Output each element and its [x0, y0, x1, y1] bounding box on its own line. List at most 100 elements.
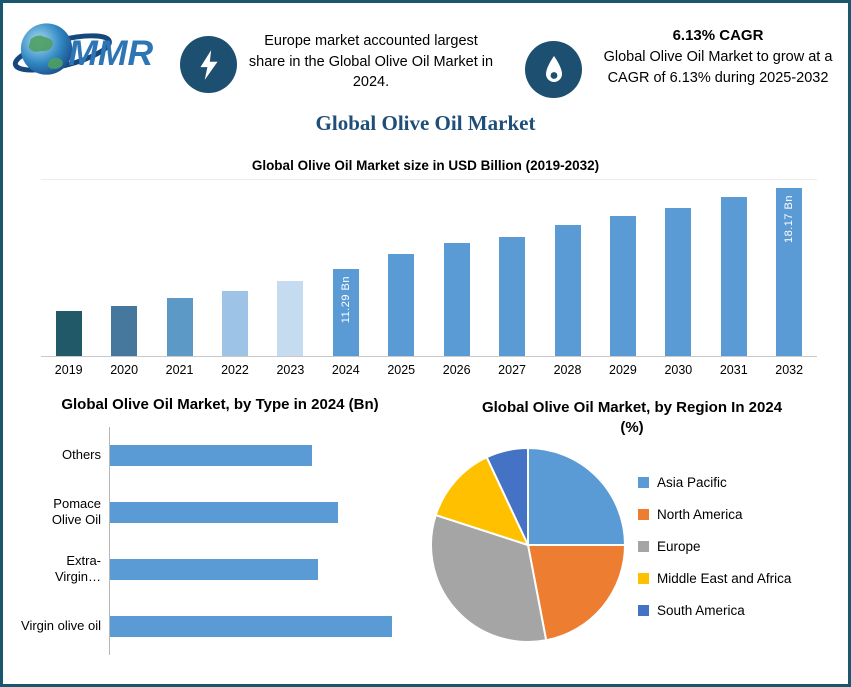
x-axis-label-2022: 2022	[221, 363, 249, 377]
legend-label: Europe	[657, 539, 701, 554]
x-axis-label-2023: 2023	[276, 363, 305, 377]
cagr-value: 6.13% CAGR	[672, 27, 764, 44]
x-axis-label-2032: 2032	[775, 363, 804, 377]
mmr-logo-graphic: MMR	[12, 23, 153, 75]
bar-2023	[277, 281, 304, 356]
bar-2029	[609, 216, 636, 356]
pie-slice-asia-pacific	[527, 447, 626, 546]
type-bar-track	[109, 597, 419, 655]
pie-area: Asia Pacific North America Europe Middle Ea…	[423, 445, 841, 645]
legend-swatch	[638, 573, 649, 584]
bar-2026	[443, 243, 470, 356]
x-axis-label-2026: 2026	[442, 363, 471, 377]
pie-legend: Asia Pacific North America Europe Middle Ea…	[638, 475, 791, 645]
type-row: Extra-Virgin…	[21, 540, 419, 598]
callout-europe-text: Europe market accounted largest share in…	[248, 33, 494, 91]
bar-column-2031	[706, 197, 761, 356]
x-axis-label-2029: 2029	[609, 363, 637, 377]
bar-column-2028	[540, 225, 595, 356]
type-bar-track	[109, 483, 419, 541]
region-pie	[430, 447, 626, 643]
type-row: Virgin olive oil	[21, 597, 419, 655]
pie-slice-europe	[430, 514, 548, 643]
legend-swatch	[638, 509, 649, 520]
globe-continent	[47, 57, 63, 69]
type-row: Others	[21, 426, 419, 484]
market-size-bar-chart: 11.29 Bn 18.17 Bn 2019 2020 2021 2022 2023 202…	[41, 179, 817, 377]
legend-label: Middle East and Africa	[657, 571, 792, 586]
page-title: Global Olive Oil Market	[315, 111, 536, 135]
bar-column-2026	[429, 243, 484, 356]
by-region-chart-title: Global Olive Oil Market, by Region In 20…	[481, 399, 783, 436]
by-type-chart: Global Olive Oil Market, by Type in 2024…	[21, 395, 419, 655]
globe-continent	[28, 35, 53, 52]
bar-column-2019	[41, 311, 96, 356]
bar-column-2029	[595, 216, 650, 356]
x-axis-label-2028: 2028	[553, 363, 582, 377]
callout-growth-text: Global Olive Oil Market to grow at a CAG…	[603, 49, 833, 86]
bar-2022	[221, 291, 248, 356]
legend-item-middle-east-and-africa: Middle East and Africa	[638, 571, 791, 586]
x-axis-label-2027: 2027	[498, 363, 526, 377]
bar-2030	[665, 208, 692, 356]
legend-swatch	[638, 605, 649, 616]
type-row: Pomace Olive Oil	[21, 483, 419, 541]
bar-column-2021	[152, 298, 207, 356]
x-axis-label-2030: 2030	[664, 363, 693, 377]
bar-column-2023	[263, 281, 318, 356]
x-axis-label-2020: 2020	[110, 363, 139, 377]
bar-column-2032: 18.17 Bn	[761, 188, 816, 356]
cagr-callout: 6.13% CAGR Global Olive Oil Market to gr…	[593, 27, 843, 88]
legend-label: South America	[657, 603, 745, 618]
bar-2024: 11.29 Bn	[332, 269, 359, 356]
x-axis-labels: 2019 2020 2021 2022 2023 2024 2025 2026 2027 2028…	[41, 363, 817, 377]
bar-2031	[720, 197, 747, 356]
bar-column-2030	[651, 208, 706, 356]
type-category-label: Others	[61, 446, 101, 462]
by-region-chart: Global Olive Oil Market, by Region In 20…	[423, 398, 841, 645]
bar-2025	[388, 254, 415, 356]
market-size-chart-title: Global Olive Oil Market size in USD Bill…	[251, 158, 600, 173]
type-bar-track	[109, 540, 419, 598]
bar-column-2020	[96, 306, 151, 356]
x-axis-label-2024: 2024	[331, 363, 360, 377]
pie-slice-south-america	[485, 447, 529, 546]
pie-slice-middle-east-and-africa	[434, 456, 529, 546]
type-category-label: Pomace Olive Oil	[51, 495, 101, 527]
legend-swatch	[638, 477, 649, 488]
type-bar	[110, 444, 312, 466]
lightning-badge	[180, 36, 237, 93]
type-bar	[110, 558, 319, 580]
legend-item-south-america: South America	[638, 603, 791, 618]
flame-badge	[525, 41, 582, 98]
legend-swatch	[638, 541, 649, 552]
mmr-logo: MMR	[11, 9, 169, 87]
bar-value-label-2024: 11.29 Bn	[339, 276, 352, 324]
bar-2028	[554, 225, 581, 356]
bar-plot-area: 11.29 Bn 18.17 Bn	[41, 179, 817, 357]
logo-text: MMR	[68, 33, 153, 73]
pie-slice-north-america	[527, 544, 626, 642]
bar-column-2024: 11.29 Bn	[318, 269, 373, 356]
type-bar	[110, 615, 393, 637]
bar-2032: 18.17 Bn	[776, 188, 803, 356]
bar-column-2027	[484, 237, 539, 356]
type-category-label: Virgin olive oil	[21, 617, 101, 633]
legend-label: North America	[657, 507, 743, 522]
type-bar	[110, 501, 339, 523]
bar-column-2025	[374, 254, 429, 356]
bar-2019	[55, 311, 82, 356]
flame-icon	[545, 55, 562, 82]
bar-2021	[166, 298, 193, 356]
type-bar-track	[109, 426, 419, 484]
x-axis-label-2019: 2019	[54, 363, 83, 377]
type-bar-rows: Others Pomace Olive Oil Extra-Virgin… Virgi…	[21, 426, 419, 655]
type-category-label: Extra-Virgin…	[54, 552, 101, 584]
legend-item-north-america: North America	[638, 507, 791, 522]
x-axis-label-2025: 2025	[387, 363, 416, 377]
legend-label: Asia Pacific	[657, 475, 727, 490]
x-axis-label-2021: 2021	[165, 363, 194, 377]
by-type-chart-title: Global Olive Oil Market, by Type in 2024…	[61, 396, 379, 413]
legend-item-europe: Europe	[638, 539, 791, 554]
